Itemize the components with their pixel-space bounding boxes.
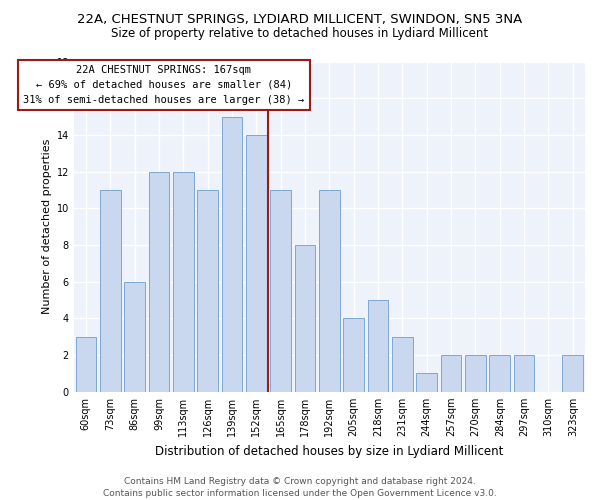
Text: 22A, CHESTNUT SPRINGS, LYDIARD MILLICENT, SWINDON, SN5 3NA: 22A, CHESTNUT SPRINGS, LYDIARD MILLICENT… (77, 12, 523, 26)
Bar (441, 355, 461, 392)
Bar (368, 300, 388, 392)
Bar (514, 355, 535, 392)
Bar (124, 282, 145, 392)
Bar (221, 116, 242, 392)
Text: 22A CHESTNUT SPRINGS: 167sqm
← 69% of detached houses are smaller (84)
31% of se: 22A CHESTNUT SPRINGS: 167sqm ← 69% of de… (23, 65, 304, 105)
Bar (392, 337, 413, 392)
Text: Size of property relative to detached houses in Lydiard Millicent: Size of property relative to detached ho… (112, 28, 488, 40)
X-axis label: Distribution of detached houses by size in Lydiard Millicent: Distribution of detached houses by size … (155, 444, 503, 458)
Bar (271, 190, 291, 392)
Bar (197, 190, 218, 392)
Bar (246, 135, 266, 392)
Bar (295, 245, 316, 392)
Text: Contains HM Land Registry data © Crown copyright and database right 2024.
Contai: Contains HM Land Registry data © Crown c… (103, 476, 497, 498)
Bar (343, 318, 364, 392)
Bar (76, 337, 96, 392)
Bar (319, 190, 340, 392)
Y-axis label: Number of detached properties: Number of detached properties (42, 139, 52, 314)
Bar (100, 190, 121, 392)
Bar (149, 172, 169, 392)
Bar (465, 355, 486, 392)
Bar (173, 172, 194, 392)
Bar (490, 355, 510, 392)
Bar (416, 374, 437, 392)
Bar (562, 355, 583, 392)
